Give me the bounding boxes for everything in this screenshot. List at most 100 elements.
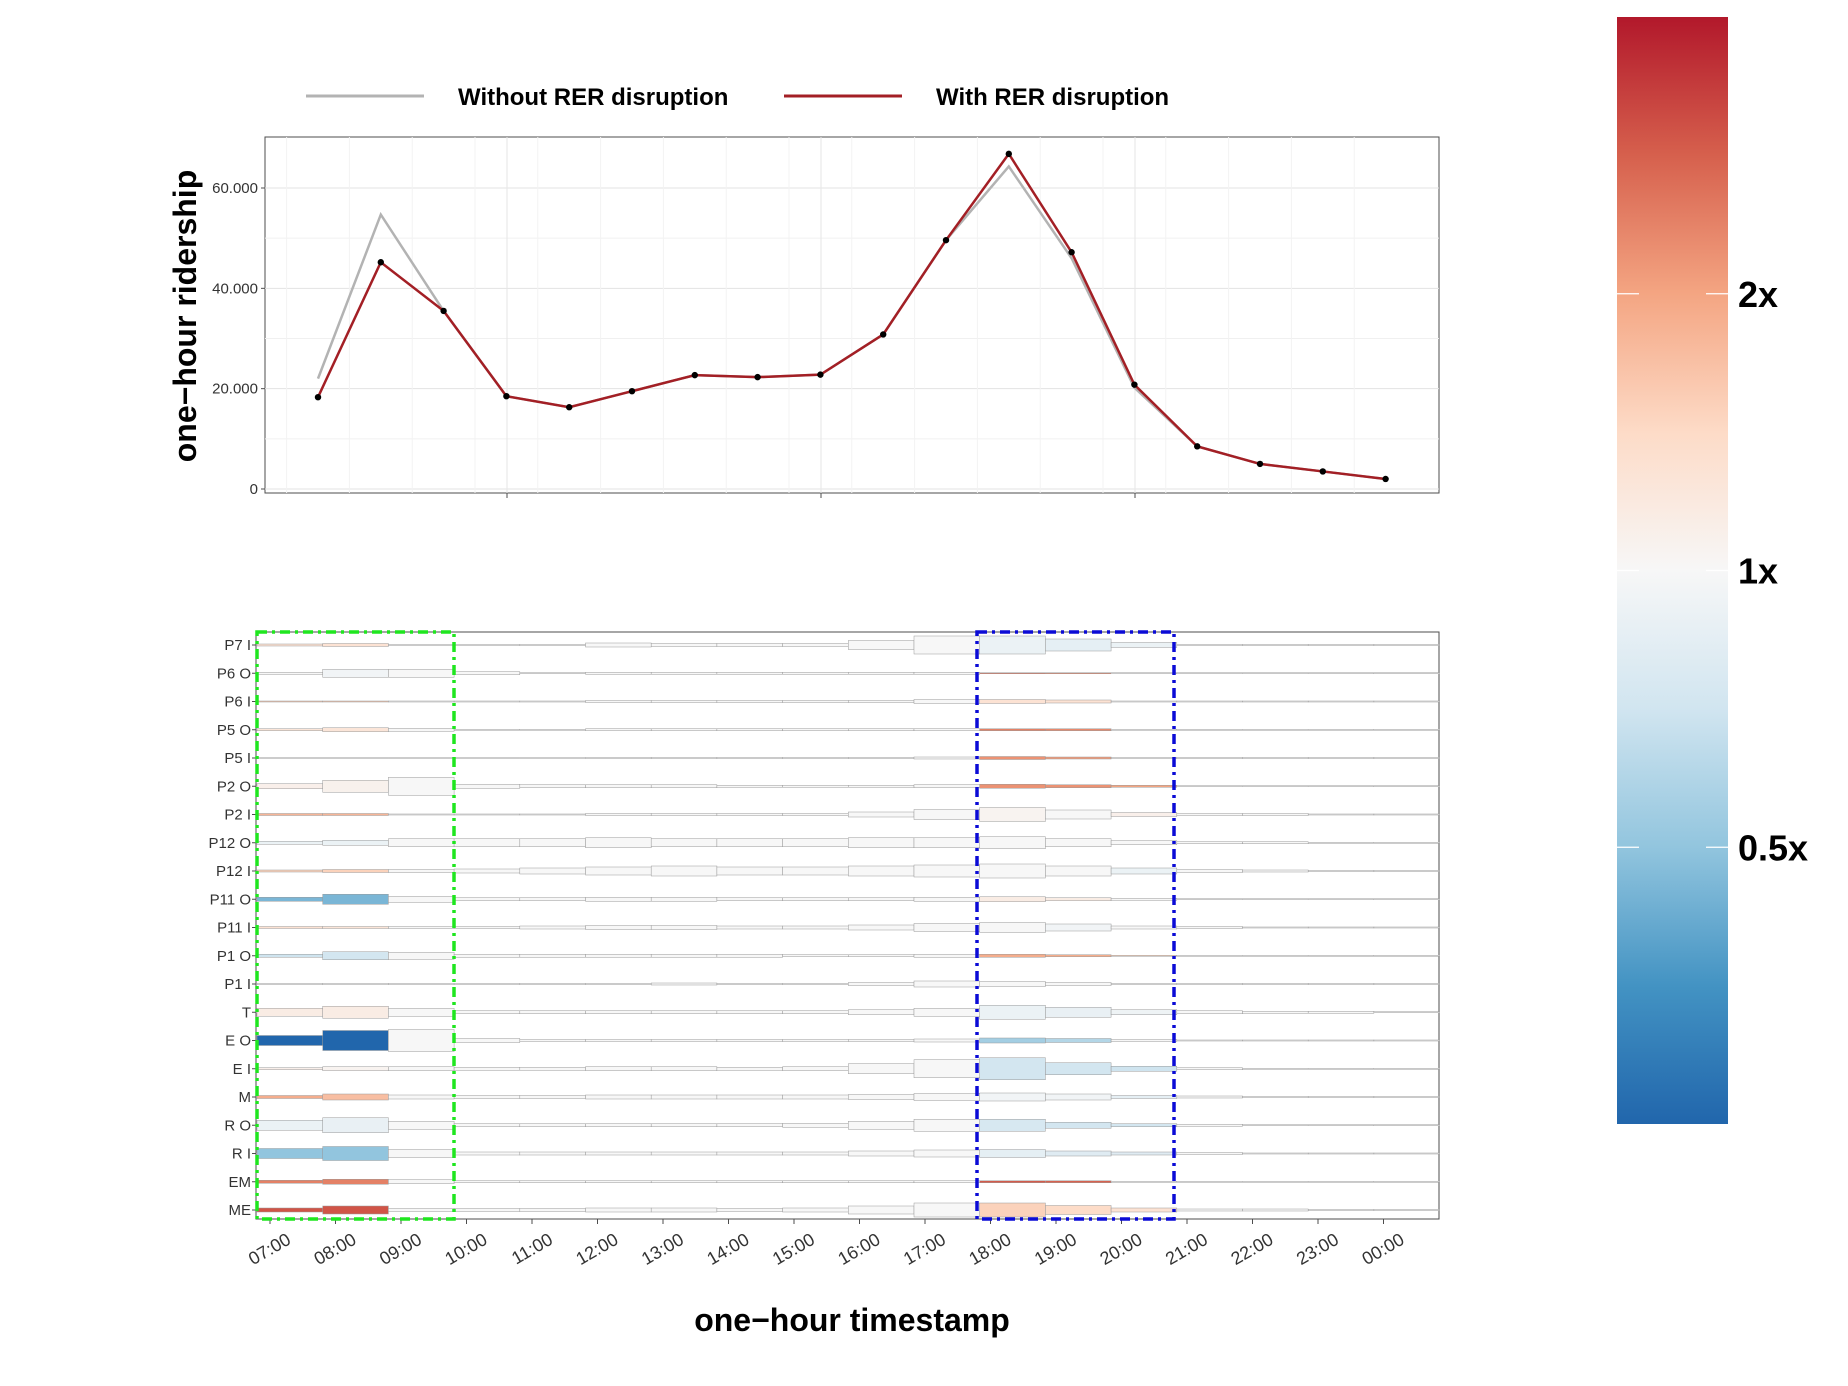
heatmap-cell [1110, 1207, 1178, 1213]
heatmap-cell [848, 785, 915, 788]
x-tick-label: 18:00 [965, 1229, 1014, 1269]
x-tick-label: 20:00 [1096, 1229, 1145, 1269]
heatmap-cell [848, 672, 915, 675]
heatmap-cell [453, 838, 521, 847]
heatmap-cell [650, 672, 718, 675]
heatmap-cell [519, 867, 586, 875]
heatmap-cell [1110, 925, 1178, 930]
heatmap-cell [256, 1067, 323, 1070]
row-label: ME [229, 1202, 252, 1219]
heatmap-cell [519, 813, 586, 816]
heatmap-cell [913, 1059, 980, 1078]
x-tick-label: 13:00 [638, 1229, 687, 1269]
heatmap-cell [1307, 813, 1375, 816]
heatmap-cell [1373, 1181, 1440, 1183]
heatmap-cell [716, 1208, 783, 1212]
series-point [1194, 443, 1201, 450]
heatmap-cell [256, 700, 323, 703]
heatmap-cell [519, 672, 586, 674]
heatmap-cell [585, 837, 652, 848]
heatmap-cell [1242, 729, 1309, 731]
row-label: P6 O [217, 665, 251, 682]
heatmap-cell [322, 813, 389, 816]
heatmap-cell [1242, 955, 1309, 957]
heatmap-cell [650, 784, 718, 788]
heatmap-cell [1242, 813, 1309, 816]
heatmap-cell [913, 980, 980, 988]
x-tick-label: 15:00 [769, 1229, 818, 1269]
heatmap-cell [1242, 785, 1309, 787]
heatmap-cell [1045, 1007, 1112, 1018]
heatmap-cell [1242, 898, 1309, 900]
heatmap-cell [716, 1094, 783, 1100]
heatmap-cell [913, 923, 980, 932]
heatmap-cell [650, 643, 718, 647]
heatmap-cell [1242, 1181, 1309, 1183]
heatmap-cell [1110, 672, 1178, 674]
heatmap-cell [716, 866, 783, 876]
heatmap-cell [585, 983, 652, 985]
heatmap-cell [1110, 812, 1178, 817]
heatmap-cell [848, 954, 915, 957]
heatmap-cell [1176, 841, 1243, 844]
heatmap-cell [388, 669, 455, 678]
series-point [817, 371, 824, 378]
series-point [314, 393, 322, 401]
heatmap-cell [1373, 1039, 1440, 1042]
heatmap-cell [650, 865, 718, 877]
heatmap-cell [782, 1039, 849, 1042]
colorbar-label: 0.5x [1738, 827, 1808, 868]
heatmap-cell [388, 1029, 455, 1052]
heatmap-cell [453, 757, 521, 759]
heatmap-cell [453, 671, 521, 675]
heatmap-cell [1373, 1011, 1440, 1013]
heatmap-cell [848, 982, 915, 986]
heatmap-cell [848, 837, 915, 848]
heatmap-cell [979, 728, 1046, 731]
heatmap-cell [388, 1008, 455, 1017]
heatmap-cell [1242, 841, 1309, 844]
heatmap-cell [388, 1121, 455, 1130]
row-label: P2 O [217, 778, 251, 795]
heatmap-cell [848, 1121, 915, 1130]
heatmap-cell [1307, 1181, 1375, 1183]
heatmap-cell [519, 729, 586, 731]
heatmap-cell [1242, 1039, 1309, 1042]
heatmap-cell [388, 777, 455, 796]
heatmap-cell [322, 983, 389, 985]
heatmap-cell [1045, 838, 1112, 847]
line-chart: 0 20.000 40.000 60.000 one−hour ridership [167, 136, 1440, 498]
heatmap-cell [979, 1057, 1046, 1080]
heatmap-cell [1373, 1068, 1440, 1070]
x-tick-label: 08:00 [310, 1229, 359, 1269]
x-tick-label: 07:00 [245, 1229, 294, 1269]
heatmap-cell [1307, 1039, 1375, 1042]
heatmap-cell [1045, 865, 1112, 877]
heatmap-cell [979, 699, 1046, 704]
heatmap-cell [322, 1066, 389, 1071]
heatmap-cell [979, 954, 1046, 958]
heatmap-cell [1373, 870, 1440, 872]
heatmap-cell [388, 728, 455, 732]
y-axis-title: one−hour ridership [167, 170, 203, 462]
heatmap-cell [388, 838, 455, 847]
heatmap-cell [322, 727, 389, 732]
heatmap-cell [1307, 729, 1375, 731]
heatmap-cell [979, 836, 1046, 849]
row-label: P1 O [217, 948, 251, 965]
heatmap-cell [388, 644, 455, 646]
series-point [1256, 460, 1264, 468]
heatmap-cell [322, 926, 389, 929]
colorbar-label: 2x [1738, 274, 1778, 315]
heatmap-cell [1176, 1095, 1243, 1099]
heatmap-cell [1307, 926, 1375, 929]
heatmap-cell [782, 728, 849, 731]
heatmap-cell [979, 922, 1046, 933]
heatmap-cell [1373, 757, 1440, 759]
heatmap-cell [453, 729, 521, 731]
heatmap-cell [913, 837, 980, 848]
heatmap-cell [848, 924, 915, 931]
heatmap-cell [650, 1123, 718, 1127]
x-tick-label: 21:00 [1162, 1229, 1211, 1269]
heatmap-cell [585, 1010, 652, 1014]
